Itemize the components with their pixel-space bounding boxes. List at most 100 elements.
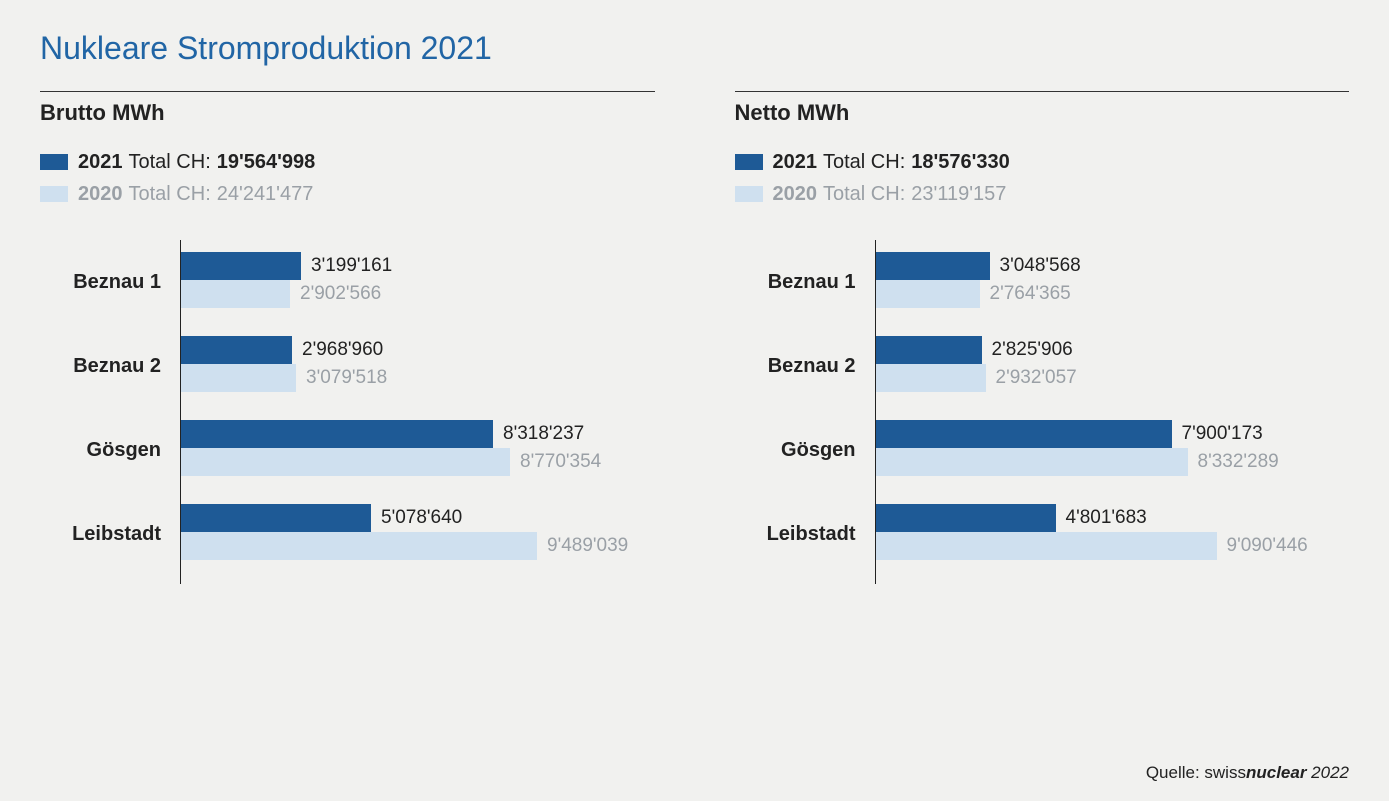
legend-row-y2021: 2021Total CH: 19'564'998 <box>40 146 655 178</box>
legend-row-y2021: 2021Total CH: 18'576'330 <box>735 146 1350 178</box>
legend-total-value: 24'241'477 <box>217 178 314 210</box>
bar-value-y2020: 9'489'039 <box>547 535 628 557</box>
bar-y2020 <box>876 364 986 392</box>
panel-header: Brutto MWh <box>40 91 655 126</box>
bar-y2021 <box>181 504 371 532</box>
bar-y2021 <box>181 336 292 364</box>
bar-y2021 <box>876 420 1172 448</box>
legend-total-value: 18'576'330 <box>911 146 1010 178</box>
bar-value-y2021: 2'968'960 <box>302 339 383 361</box>
bar-value-y2021: 5'078'640 <box>381 507 462 529</box>
bar-row-y2020: 9'090'446 <box>876 532 1350 560</box>
bar-row-y2021: 5'078'640 <box>181 504 655 532</box>
bar-row-y2021: 3'199'161 <box>181 252 655 280</box>
bar-value-y2021: 3'199'161 <box>311 255 392 277</box>
bar-row-y2020: 2'932'057 <box>876 364 1350 392</box>
bar-value-y2020: 9'090'446 <box>1227 535 1308 557</box>
bar-y2021 <box>876 336 982 364</box>
bar-row-y2020: 9'489'039 <box>181 532 655 560</box>
legend-year: 2021 <box>773 146 818 178</box>
bar-chart: Beznau 13'199'1612'902'566Beznau 22'968'… <box>180 240 655 584</box>
bar-row-y2020: 3'079'518 <box>181 364 655 392</box>
bar-row-y2021: 3'048'568 <box>876 252 1350 280</box>
bar-y2020 <box>181 280 290 308</box>
legend-year: 2020 <box>78 178 123 210</box>
bar-row-y2021: 2'968'960 <box>181 336 655 364</box>
bar-y2020 <box>181 364 296 392</box>
bar-y2021 <box>181 420 493 448</box>
source-year: 2022 <box>1306 763 1349 782</box>
category-label: Beznau 1 <box>31 271 171 294</box>
legend-year: 2021 <box>78 146 123 178</box>
bar-y2020 <box>876 448 1188 476</box>
bar-y2021 <box>181 252 301 280</box>
category-label: Beznau 2 <box>31 355 171 378</box>
bar-value-y2020: 8'332'289 <box>1198 451 1279 473</box>
bar-y2020 <box>181 448 510 476</box>
bar-value-y2021: 4'801'683 <box>1066 507 1147 529</box>
panel-brutto: Brutto MWh2021Total CH: 19'564'9982020To… <box>40 91 655 584</box>
bar-group: Beznau 22'825'9062'932'057 <box>876 328 1350 412</box>
bar-row-y2020: 8'770'354 <box>181 448 655 476</box>
bar-group: Beznau 13'048'5682'764'365 <box>876 244 1350 328</box>
bar-y2020 <box>876 532 1217 560</box>
panel-title: Netto MWh <box>735 100 1350 126</box>
category-label: Gösgen <box>726 439 866 462</box>
legend: 2021Total CH: 19'564'9982020Total CH: 24… <box>40 146 655 210</box>
panel-netto: Netto MWh2021Total CH: 18'576'3302020Tot… <box>735 91 1350 584</box>
bar-row-y2021: 4'801'683 <box>876 504 1350 532</box>
bar-value-y2020: 2'932'057 <box>996 367 1077 389</box>
bar-row-y2021: 2'825'906 <box>876 336 1350 364</box>
legend-row-y2020: 2020Total CH: 24'241'477 <box>40 178 655 210</box>
category-label: Beznau 2 <box>726 355 866 378</box>
bar-row-y2020: 2'764'365 <box>876 280 1350 308</box>
bar-y2021 <box>876 504 1056 532</box>
bar-group: Gösgen7'900'1738'332'289 <box>876 412 1350 496</box>
legend-swatch-y2021 <box>735 154 763 170</box>
legend-row-y2020: 2020Total CH: 23'119'157 <box>735 178 1350 210</box>
panel-title: Brutto MWh <box>40 100 655 126</box>
bar-value-y2020: 3'079'518 <box>306 367 387 389</box>
bar-value-y2021: 2'825'906 <box>992 339 1073 361</box>
bar-value-y2021: 3'048'568 <box>1000 255 1081 277</box>
legend-year: 2020 <box>773 178 818 210</box>
category-label: Leibstadt <box>31 523 171 546</box>
category-label: Leibstadt <box>726 523 866 546</box>
legend-total-label: Total CH: <box>129 178 211 210</box>
bar-value-y2020: 2'764'365 <box>990 283 1071 305</box>
category-label: Gösgen <box>31 439 171 462</box>
bar-row-y2021: 8'318'237 <box>181 420 655 448</box>
legend: 2021Total CH: 18'576'3302020Total CH: 23… <box>735 146 1350 210</box>
legend-total-label: Total CH: <box>823 178 905 210</box>
source-brand-a: swiss <box>1204 763 1246 782</box>
legend-swatch-y2020 <box>40 186 68 202</box>
legend-total-label: Total CH: <box>129 146 211 178</box>
legend-total-label: Total CH: <box>823 146 905 178</box>
bar-group: Beznau 13'199'1612'902'566 <box>181 244 655 328</box>
bar-y2020 <box>181 532 537 560</box>
bar-y2021 <box>876 252 990 280</box>
page-title: Nukleare Stromproduktion 2021 <box>40 30 1349 67</box>
legend-total-value: 19'564'998 <box>217 146 316 178</box>
bar-value-y2020: 2'902'566 <box>300 283 381 305</box>
bar-row-y2021: 7'900'173 <box>876 420 1350 448</box>
category-label: Beznau 1 <box>726 271 866 294</box>
bar-value-y2021: 7'900'173 <box>1182 423 1263 445</box>
bar-row-y2020: 2'902'566 <box>181 280 655 308</box>
bar-value-y2021: 8'318'237 <box>503 423 584 445</box>
legend-total-value: 23'119'157 <box>911 178 1006 210</box>
bar-group: Leibstadt4'801'6839'090'446 <box>876 496 1350 580</box>
bar-group: Leibstadt5'078'6409'489'039 <box>181 496 655 580</box>
bar-y2020 <box>876 280 980 308</box>
bar-value-y2020: 8'770'354 <box>520 451 601 473</box>
bar-chart: Beznau 13'048'5682'764'365Beznau 22'825'… <box>875 240 1350 584</box>
panels-container: Brutto MWh2021Total CH: 19'564'9982020To… <box>40 91 1349 584</box>
panel-header: Netto MWh <box>735 91 1350 126</box>
source-attribution: Quelle: swissnuclear 2022 <box>1146 763 1349 783</box>
bar-group: Gösgen8'318'2378'770'354 <box>181 412 655 496</box>
source-brand-b: nuclear <box>1246 763 1306 782</box>
legend-swatch-y2021 <box>40 154 68 170</box>
bar-row-y2020: 8'332'289 <box>876 448 1350 476</box>
bar-group: Beznau 22'968'9603'079'518 <box>181 328 655 412</box>
legend-swatch-y2020 <box>735 186 763 202</box>
